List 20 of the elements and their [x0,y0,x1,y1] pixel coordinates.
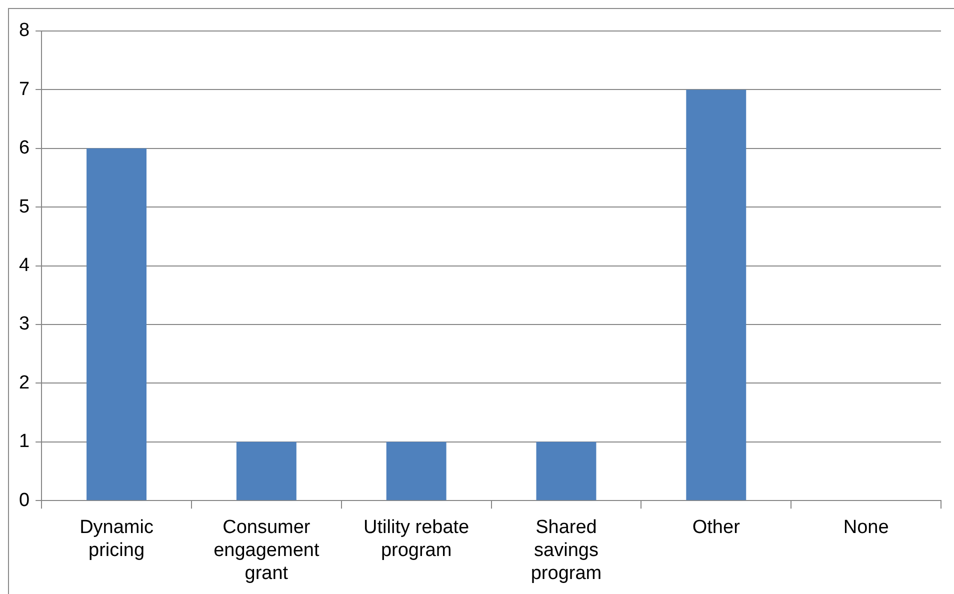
y-tick-label: 3 [18,314,30,335]
y-tick-label: 5 [18,196,30,218]
bar [86,148,146,500]
y-tick-label: 0 [18,490,30,511]
bar [236,442,296,500]
y-tick-label: 2 [18,372,30,394]
x-tick-label: Utility rebate program [364,517,470,562]
y-tick-label: 4 [18,255,30,276]
x-tick-label: Shared savings program [530,517,602,584]
bar [386,442,446,500]
y-tick-label: 1 [18,431,30,452]
y-tick-label: 7 [18,78,30,100]
bar [536,442,596,500]
y-tick-label: 6 [18,138,30,159]
bar [686,90,746,500]
x-tick-label: Dynamic pricing [80,517,154,562]
y-tick-label: 8 [18,20,30,42]
x-tick-label: Other [692,517,741,538]
x-tick-label: None [843,517,889,538]
x-tick-label: Consumer engagement grant [214,517,320,584]
